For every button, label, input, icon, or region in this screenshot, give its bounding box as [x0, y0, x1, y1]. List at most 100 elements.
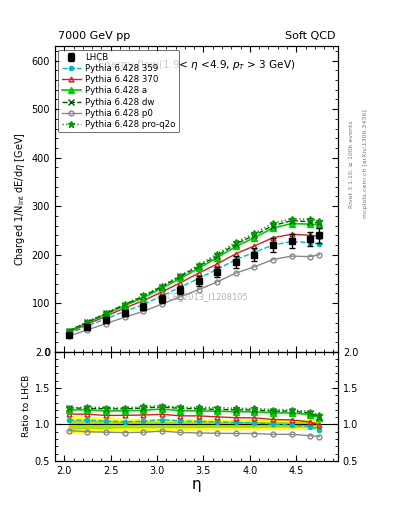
- Line: Pythia 6.428 dw: Pythia 6.428 dw: [66, 218, 322, 334]
- Pythia 6.428 a: [317, 222, 322, 228]
- Pythia 6.428 pro-q2o: [252, 230, 257, 237]
- Pythia 6.428 370: [159, 289, 164, 295]
- Line: Pythia 6.428 p0: Pythia 6.428 p0: [66, 252, 322, 338]
- Pythia 6.428 359: [159, 293, 164, 299]
- Pythia 6.428 pro-q2o: [85, 318, 90, 325]
- Pythia 6.428 pro-q2o: [104, 310, 108, 316]
- Pythia 6.428 dw: [308, 219, 312, 225]
- Pythia 6.428 370: [104, 313, 108, 319]
- Pythia 6.428 a: [85, 319, 90, 326]
- Pythia 6.428 pro-q2o: [215, 250, 220, 257]
- Pythia 6.428 p0: [215, 279, 220, 285]
- Pythia 6.428 370: [289, 231, 294, 238]
- Pythia 6.428 a: [308, 221, 312, 227]
- Pythia 6.428 a: [252, 234, 257, 241]
- Pythia 6.428 dw: [289, 218, 294, 224]
- Pythia 6.428 370: [252, 243, 257, 249]
- Pythia 6.428 dw: [85, 319, 90, 325]
- Pythia 6.428 dw: [141, 293, 145, 300]
- Pythia 6.428 a: [271, 225, 275, 231]
- Pythia 6.428 dw: [122, 302, 127, 308]
- Pythia 6.428 a: [289, 221, 294, 227]
- Pythia 6.428 359: [317, 241, 322, 247]
- Pythia 6.428 p0: [85, 327, 90, 333]
- Pythia 6.428 p0: [159, 301, 164, 307]
- Pythia 6.428 370: [308, 232, 312, 238]
- Pythia 6.428 dw: [159, 284, 164, 290]
- Pythia 6.428 dw: [178, 273, 183, 280]
- Pythia 6.428 pro-q2o: [66, 328, 71, 334]
- Pythia 6.428 pro-q2o: [317, 218, 322, 224]
- Pythia 6.428 dw: [271, 223, 275, 229]
- Pythia 6.428 370: [196, 270, 201, 276]
- Pythia 6.428 a: [196, 265, 201, 271]
- X-axis label: η: η: [192, 477, 201, 492]
- Pythia 6.428 359: [141, 302, 145, 308]
- Pythia 6.428 dw: [215, 252, 220, 259]
- Pythia 6.428 359: [308, 240, 312, 246]
- Pythia 6.428 p0: [308, 253, 312, 260]
- Pythia 6.428 359: [66, 331, 71, 337]
- Pythia 6.428 pro-q2o: [233, 239, 238, 245]
- Pythia 6.428 dw: [233, 241, 238, 247]
- Pythia 6.428 p0: [104, 321, 108, 327]
- Pythia 6.428 359: [215, 266, 220, 272]
- Pythia 6.428 370: [271, 234, 275, 241]
- Pythia 6.428 pro-q2o: [159, 283, 164, 289]
- Line: Pythia 6.428 359: Pythia 6.428 359: [67, 240, 321, 336]
- Pythia 6.428 a: [66, 328, 71, 334]
- Line: Pythia 6.428 a: Pythia 6.428 a: [66, 221, 322, 334]
- Pythia 6.428 p0: [252, 264, 257, 270]
- Pythia 6.428 a: [159, 285, 164, 291]
- Pythia 6.428 pro-q2o: [289, 216, 294, 222]
- Pythia 6.428 p0: [271, 257, 275, 263]
- Pythia 6.428 a: [215, 254, 220, 261]
- Pythia 6.428 pro-q2o: [141, 292, 145, 298]
- Pythia 6.428 p0: [196, 287, 201, 293]
- Pythia 6.428 a: [122, 303, 127, 309]
- Pythia 6.428 a: [233, 243, 238, 249]
- Pythia 6.428 359: [85, 323, 90, 329]
- Pythia 6.428 359: [196, 275, 201, 282]
- Pythia 6.428 370: [85, 321, 90, 327]
- Legend: LHCB, Pythia 6.428 359, Pythia 6.428 370, Pythia 6.428 a, Pythia 6.428 dw, Pythi: LHCB, Pythia 6.428 359, Pythia 6.428 370…: [59, 50, 179, 132]
- Pythia 6.428 dw: [196, 263, 201, 269]
- Pythia 6.428 p0: [233, 270, 238, 276]
- Pythia 6.428 dw: [317, 220, 322, 226]
- Pythia 6.428 370: [233, 250, 238, 257]
- Pythia 6.428 pro-q2o: [178, 272, 183, 279]
- Line: Pythia 6.428 pro-q2o: Pythia 6.428 pro-q2o: [66, 216, 323, 334]
- Y-axis label: Ratio to LHCB: Ratio to LHCB: [22, 375, 31, 437]
- Pythia 6.428 dw: [66, 328, 71, 334]
- Pythia 6.428 pro-q2o: [196, 262, 201, 268]
- Pythia 6.428 359: [271, 242, 275, 248]
- Pythia 6.428 p0: [122, 314, 127, 321]
- Pythia 6.428 a: [141, 295, 145, 301]
- Pythia 6.428 dw: [252, 232, 257, 238]
- Pythia 6.428 p0: [289, 253, 294, 259]
- Line: Pythia 6.428 370: Pythia 6.428 370: [66, 232, 322, 335]
- Pythia 6.428 p0: [178, 294, 183, 300]
- Pythia 6.428 359: [233, 257, 238, 263]
- Pythia 6.428 a: [104, 311, 108, 317]
- Pythia 6.428 359: [178, 284, 183, 290]
- Pythia 6.428 359: [289, 239, 294, 245]
- Text: Rivet 3.1.10, ≥ 100k events: Rivet 3.1.10, ≥ 100k events: [349, 120, 354, 208]
- Pythia 6.428 370: [141, 297, 145, 304]
- Pythia 6.428 pro-q2o: [308, 216, 312, 222]
- Pythia 6.428 p0: [141, 308, 145, 314]
- Pythia 6.428 359: [122, 308, 127, 314]
- Text: LHCB_2013_I1208105: LHCB_2013_I1208105: [156, 292, 248, 301]
- Pythia 6.428 359: [104, 315, 108, 322]
- Pythia 6.428 p0: [66, 333, 71, 339]
- Pythia 6.428 370: [122, 305, 127, 311]
- Text: Energy flow(1.9< $\eta$ <4.9, $p_T$ > 3 GeV): Energy flow(1.9< $\eta$ <4.9, $p_T$ > 3 …: [97, 58, 296, 72]
- Pythia 6.428 370: [215, 261, 220, 267]
- Pythia 6.428 359: [252, 249, 257, 255]
- Pythia 6.428 pro-q2o: [122, 301, 127, 307]
- Text: mcplots.cern.ch [arXiv:1306.3436]: mcplots.cern.ch [arXiv:1306.3436]: [363, 110, 368, 218]
- Pythia 6.428 dw: [104, 310, 108, 316]
- Pythia 6.428 a: [178, 275, 183, 282]
- Pythia 6.428 370: [178, 280, 183, 286]
- Pythia 6.428 370: [66, 329, 71, 335]
